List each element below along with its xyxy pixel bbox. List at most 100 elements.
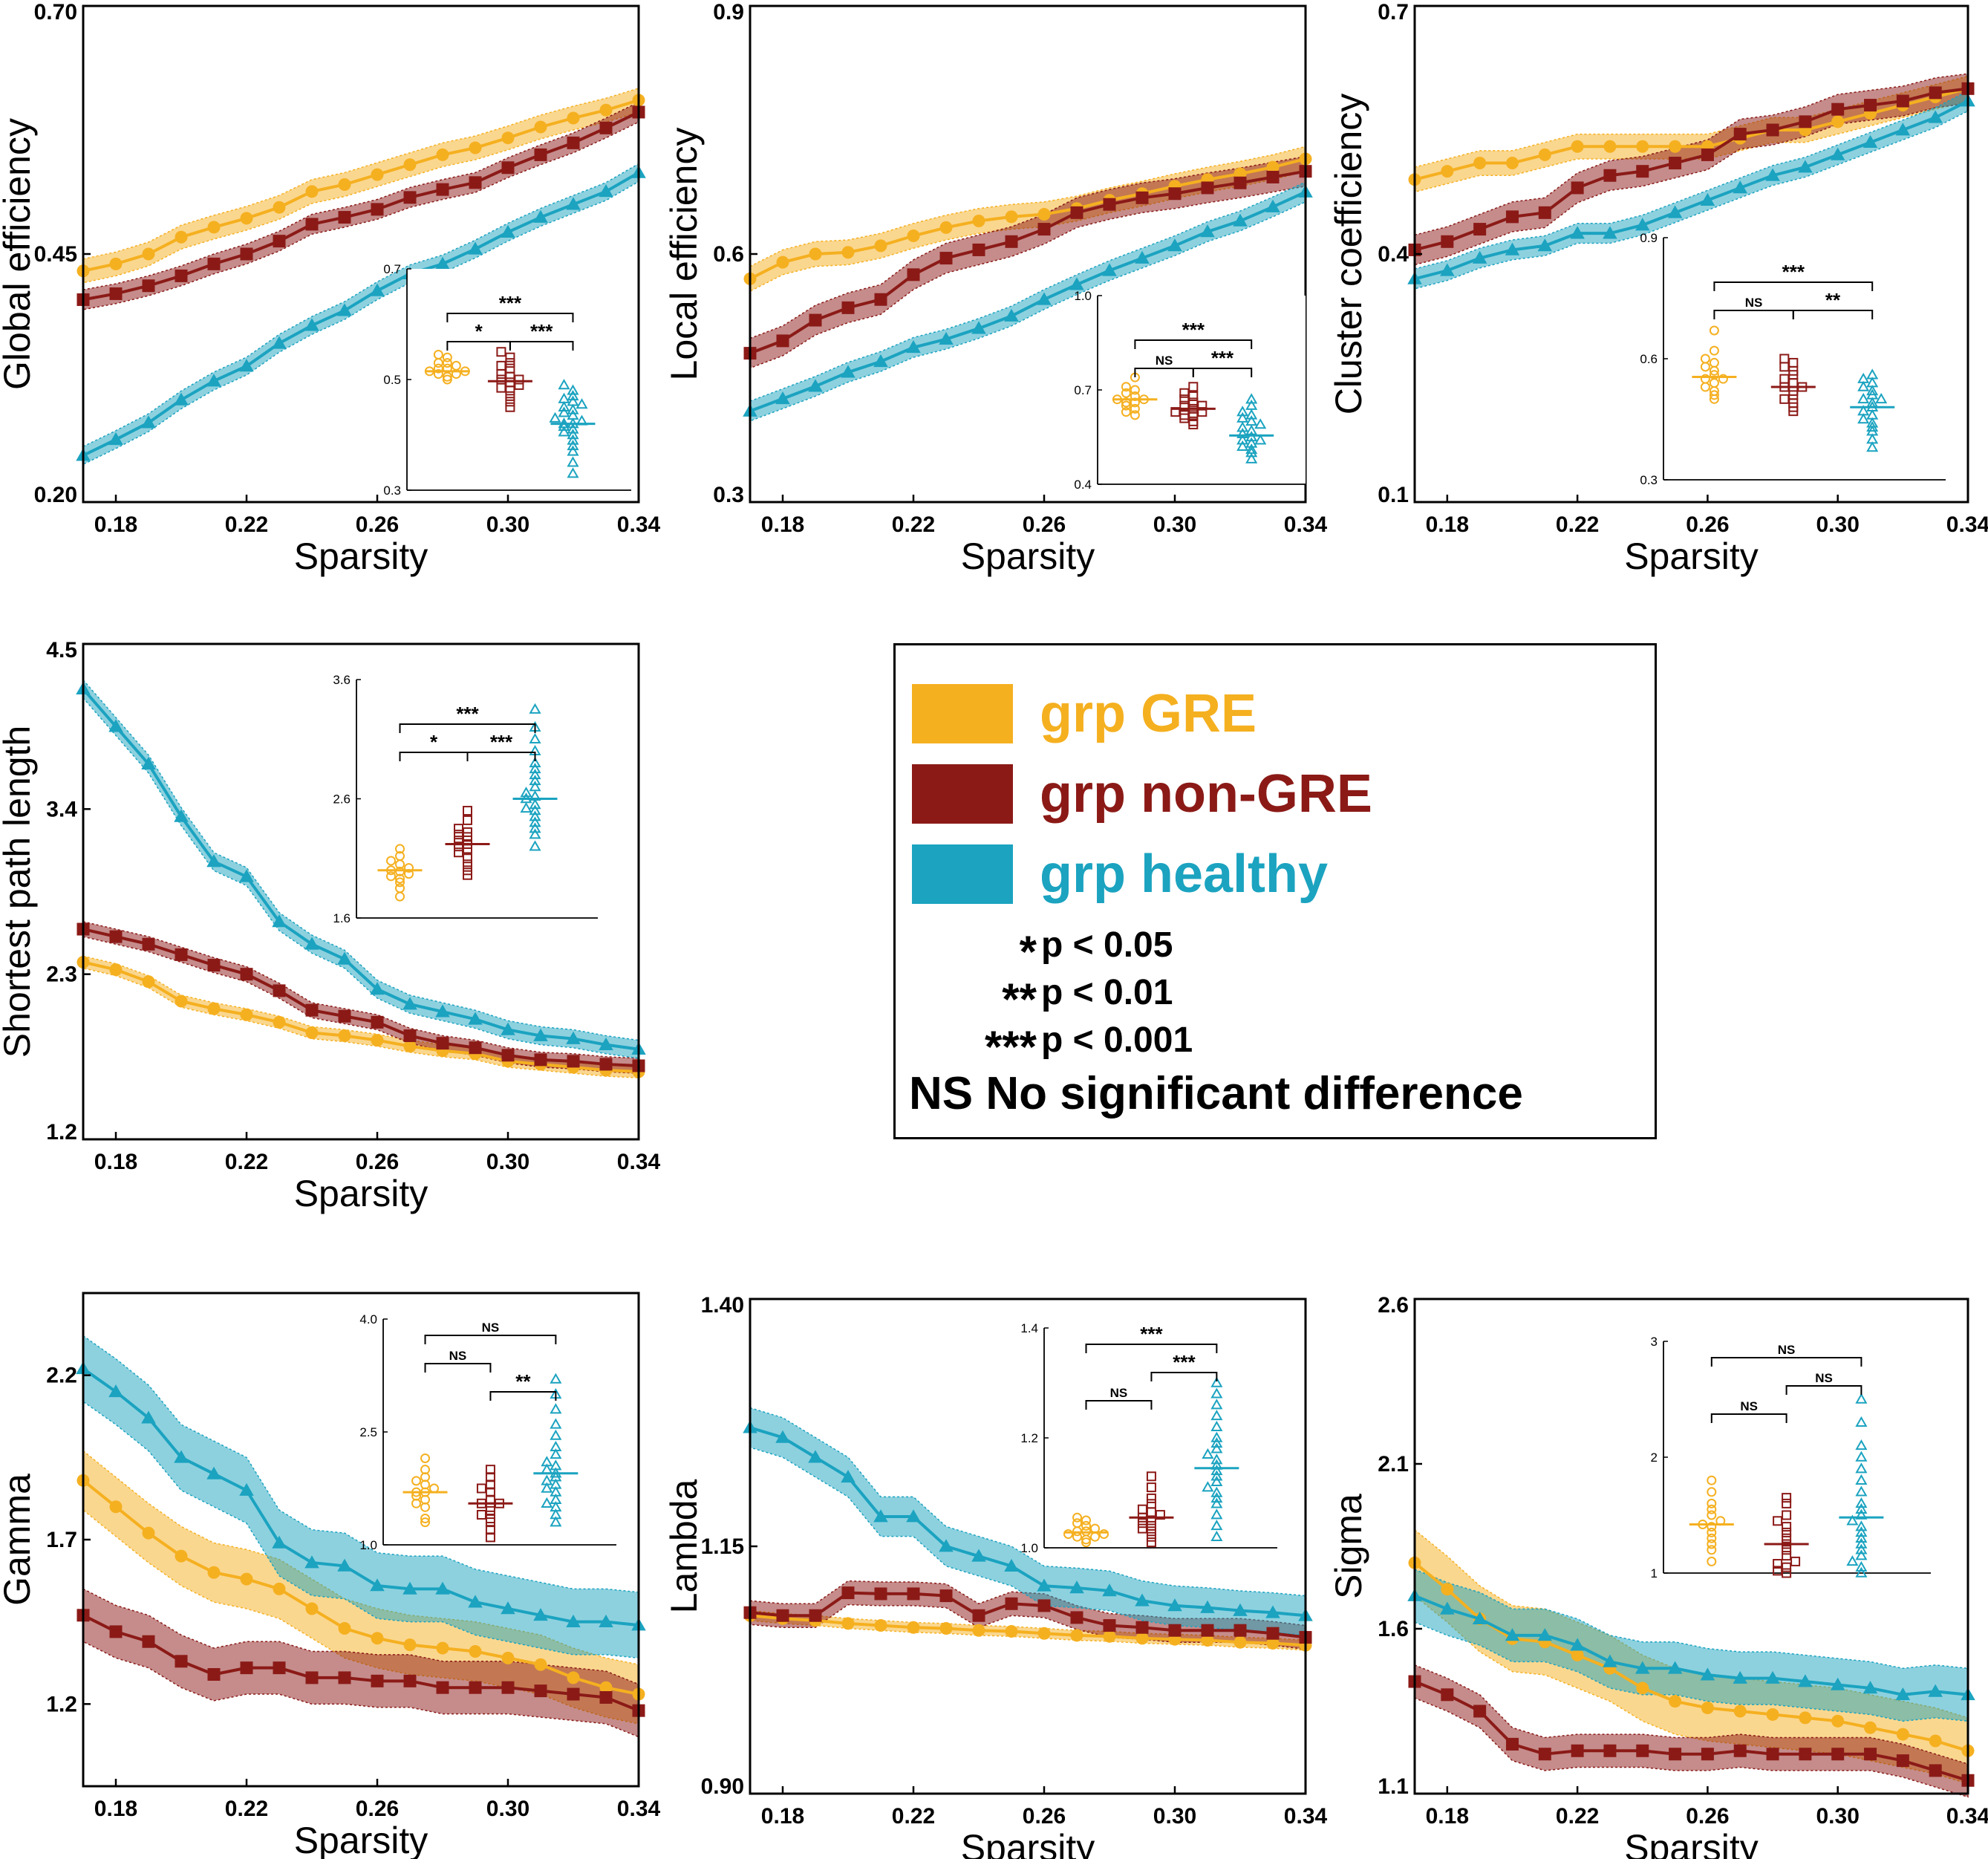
data-point-non_gre (273, 1661, 286, 1675)
inset-point-gre (420, 1517, 431, 1528)
data-point-non_gre (776, 1609, 789, 1622)
x-axis-label: Sparsity (294, 1820, 428, 1859)
significance-label: NS (1740, 1399, 1758, 1413)
inset-point-healthy (567, 390, 579, 401)
data-point-non_gre (142, 1635, 155, 1648)
data-point-healthy (939, 1539, 954, 1552)
data-point-gre (109, 257, 123, 270)
inset-point-healthy (549, 411, 561, 423)
legend-ns-symbol: NS (909, 1068, 974, 1119)
y-tick-label: 0.20 (34, 483, 77, 507)
inset-point-gre (1130, 385, 1140, 395)
inset-point-healthy (1210, 1492, 1223, 1503)
y-tick-label: 4.5 (46, 638, 77, 662)
significance-label: NS (1815, 1371, 1833, 1385)
data-point-non_gre (599, 1058, 613, 1071)
data-point-non_gre (1896, 94, 1909, 108)
data-point-healthy (206, 374, 221, 387)
inset-point-gre (1099, 1529, 1109, 1539)
y-tick-label: 1.15 (701, 1534, 744, 1559)
data-point-non_gre (1441, 235, 1454, 248)
data-point-non_gre (972, 243, 985, 256)
inset-point-healthy (1210, 1399, 1223, 1410)
data-point-healthy (1765, 1670, 1780, 1684)
inset-point-healthy (541, 1474, 553, 1485)
data-point-gre (841, 1617, 855, 1630)
data-point-gre (1135, 1632, 1149, 1645)
data-point-non_gre (534, 1053, 547, 1067)
inset-point-healthy (1855, 1526, 1868, 1537)
x-tick-label: 0.22 (1556, 512, 1599, 537)
inset-y-tick-label: 2 (1651, 1451, 1658, 1465)
y-tick-label: 0.70 (34, 0, 77, 25)
inset-point-healthy (550, 1493, 562, 1504)
data-point-gre (1201, 1634, 1214, 1647)
data-point-healthy (1667, 205, 1683, 218)
inset-point-healthy (558, 379, 570, 390)
legend-item-non-gre: grp non-GRE (912, 764, 1372, 824)
inset-point-healthy (529, 775, 541, 786)
inset-y-tick-label: 1.4 (1020, 1321, 1038, 1335)
data-point-healthy (174, 809, 189, 822)
chart-cc: 0.18 0.22 0.26 0.30 0.34 0.1 0.4 0.7 Sparsity Clu… (1328, 0, 1988, 577)
inset-point-non_gre (1779, 354, 1790, 364)
inset-y-tick-label: 0.5 (383, 373, 401, 387)
chart-ge: 0.18 0.22 0.26 0.30 0.34 0.20 0.45 0.70 Sparsity… (0, 0, 661, 577)
data-point-non_gre (240, 247, 253, 261)
data-point-gre (175, 230, 188, 244)
data-point-non_gre (1266, 170, 1280, 183)
inset-point-gre (1709, 357, 1719, 368)
data-point-healthy (174, 1450, 189, 1463)
data-point-healthy (533, 209, 548, 223)
data-point-non_gre (109, 930, 123, 943)
inset-point-gre (1707, 1504, 1717, 1514)
data-point-healthy (1667, 1661, 1683, 1674)
data-point-healthy (1928, 1684, 1943, 1697)
inset-point-gre (420, 1514, 431, 1524)
data-point-healthy (1537, 238, 1553, 252)
significance-label: *** (490, 731, 513, 753)
inset-point-healthy (1210, 1442, 1223, 1453)
inset-point-healthy (1236, 421, 1249, 432)
data-point-non_gre (338, 1009, 351, 1023)
data-point-healthy (501, 1601, 515, 1615)
inset-y-tick-label: 1.0 (1020, 1541, 1038, 1555)
data-point-healthy (468, 1012, 483, 1025)
inset-point-gre (1707, 1487, 1717, 1497)
significance-label: NS (1745, 296, 1763, 310)
inset-point-healthy (1855, 1549, 1868, 1560)
inset-point-healthy (567, 395, 579, 406)
inset-point-healthy (1245, 437, 1258, 448)
legend-label-non-gre: grp non-GRE (1040, 764, 1372, 824)
inset-point-healthy (1254, 434, 1267, 445)
data-point-gre (1636, 1681, 1649, 1695)
inset-y-tick-label: 2.6 (333, 792, 351, 807)
data-point-gre (403, 1638, 417, 1652)
inset-point-healthy (1245, 414, 1258, 426)
data-point-gre (972, 1624, 985, 1637)
significance-bracket (1713, 281, 1874, 291)
data-point-gre (273, 201, 286, 214)
data-point-healthy (501, 224, 515, 238)
inset-y-tick-label: 0.7 (383, 262, 401, 276)
inset-point-healthy (1866, 385, 1879, 396)
data-point-gre (972, 214, 985, 227)
data-point-non_gre (1831, 1748, 1845, 1761)
data-point-gre (1505, 157, 1519, 170)
data-point-non_gre (403, 191, 417, 204)
legend-sig-text: p < 0.001 (1041, 1020, 1193, 1060)
significance-bracket (424, 1363, 492, 1373)
inset-point-healthy (529, 757, 541, 768)
data-point-gre (501, 1651, 515, 1664)
data-point-gre (1831, 1714, 1845, 1728)
inset-point-non_gre (463, 815, 472, 825)
data-point-healthy (1765, 168, 1780, 181)
data-point-healthy (1798, 160, 1813, 173)
data-point-gre (939, 221, 953, 234)
data-point-non_gre (874, 293, 887, 306)
data-point-non_gre (1441, 1688, 1454, 1702)
inset-sigma: 1 2 3 NS NS NS (1651, 1335, 1931, 1580)
inset-point-non_gre (463, 865, 472, 876)
inset-point-non_gre (505, 358, 515, 368)
data-point-healthy (1233, 1603, 1248, 1616)
